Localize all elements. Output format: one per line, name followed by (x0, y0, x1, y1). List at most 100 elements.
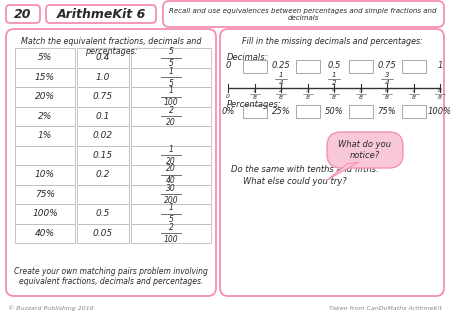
Bar (131, 184, 211, 204)
Text: 0.5: 0.5 (96, 209, 110, 218)
Text: Decimals:: Decimals: (227, 53, 269, 62)
Bar (348, 105, 373, 118)
Bar (131, 126, 211, 146)
Text: 4: 4 (332, 88, 336, 93)
Text: 1: 1 (169, 145, 173, 154)
Text: 0.2: 0.2 (96, 170, 110, 179)
Text: 200: 200 (164, 196, 178, 205)
Bar (15, 67, 75, 87)
Text: 25%: 25% (272, 107, 290, 115)
Bar (131, 204, 211, 224)
Text: Do the same with tenths and fifths.: Do the same with tenths and fifths. (231, 165, 379, 175)
Bar (15, 126, 75, 146)
Bar (77, 48, 129, 67)
Text: 1: 1 (169, 86, 173, 95)
Bar (15, 107, 75, 126)
Text: 0.5: 0.5 (327, 61, 341, 71)
Text: 0.75: 0.75 (93, 92, 113, 101)
Text: 100%: 100% (32, 209, 58, 218)
Text: 2%: 2% (38, 112, 52, 121)
Bar (15, 146, 75, 165)
Text: 5: 5 (169, 79, 173, 88)
Text: 5: 5 (169, 215, 173, 224)
Text: 0.75: 0.75 (378, 61, 396, 71)
Polygon shape (327, 162, 359, 180)
Text: 3: 3 (306, 88, 310, 93)
FancyBboxPatch shape (163, 1, 444, 27)
Bar (296, 60, 320, 73)
Text: 5: 5 (169, 47, 173, 56)
Bar (348, 60, 373, 73)
Text: 5%: 5% (38, 53, 52, 62)
Text: 30: 30 (166, 184, 176, 193)
Text: What else could you try?: What else could you try? (243, 177, 347, 186)
Text: 8: 8 (279, 95, 283, 100)
Text: 50%: 50% (324, 107, 343, 115)
Text: 8: 8 (438, 88, 442, 93)
Text: 0.02: 0.02 (93, 131, 113, 140)
Text: 2: 2 (169, 106, 173, 115)
Bar (15, 224, 75, 243)
FancyBboxPatch shape (6, 5, 40, 23)
Text: 4: 4 (279, 80, 283, 86)
Text: Fill in the missing decimals and percentages:: Fill in the missing decimals and percent… (242, 37, 423, 46)
Bar (77, 126, 129, 146)
Bar (243, 105, 266, 118)
Text: 20%: 20% (35, 92, 55, 101)
Text: 10%: 10% (35, 170, 55, 179)
Bar (243, 60, 266, 73)
Text: Percentages:: Percentages: (227, 100, 282, 109)
Bar (401, 60, 426, 73)
Bar (296, 105, 320, 118)
Text: 4: 4 (385, 80, 389, 86)
Bar (77, 224, 129, 243)
Text: 20: 20 (166, 118, 176, 127)
Bar (401, 105, 426, 118)
Text: 8: 8 (438, 95, 442, 100)
Text: 0.15: 0.15 (93, 151, 113, 160)
Text: 2: 2 (169, 223, 173, 232)
Bar (131, 107, 211, 126)
Text: ArithmeKit 6: ArithmeKit 6 (56, 8, 146, 20)
Bar (77, 87, 129, 107)
Text: 0: 0 (226, 94, 230, 99)
Bar (15, 165, 75, 184)
FancyBboxPatch shape (220, 29, 444, 296)
Text: 2: 2 (332, 80, 336, 86)
Text: 8: 8 (252, 95, 256, 100)
Text: 0.1: 0.1 (96, 112, 110, 121)
Bar (77, 184, 129, 204)
Text: What do you
notice?: What do you notice? (338, 140, 392, 160)
Text: 8: 8 (306, 95, 310, 100)
FancyBboxPatch shape (6, 29, 216, 296)
Text: 75%: 75% (378, 107, 396, 115)
Bar (77, 165, 129, 184)
Bar (131, 146, 211, 165)
FancyBboxPatch shape (327, 132, 403, 168)
Text: 1: 1 (332, 72, 336, 78)
Text: 75%: 75% (35, 190, 55, 199)
Text: 0: 0 (225, 61, 231, 71)
Bar (131, 165, 211, 184)
Text: 3: 3 (385, 72, 389, 78)
Text: 1: 1 (437, 61, 443, 71)
Text: 5: 5 (359, 88, 363, 93)
FancyBboxPatch shape (46, 5, 156, 23)
Bar (131, 224, 211, 243)
Text: 40: 40 (166, 176, 176, 185)
Bar (15, 184, 75, 204)
Text: 2: 2 (279, 88, 283, 93)
Text: 6: 6 (385, 88, 389, 93)
Text: 0.05: 0.05 (93, 229, 113, 238)
Bar (131, 67, 211, 87)
Bar (131, 48, 211, 67)
Text: 1.0: 1.0 (96, 73, 110, 82)
Text: 0.4: 0.4 (96, 53, 110, 62)
Text: 100: 100 (164, 235, 178, 244)
Text: 1%: 1% (38, 131, 52, 140)
Text: 8: 8 (385, 95, 389, 100)
Text: 100: 100 (164, 98, 178, 107)
Text: 8: 8 (332, 95, 336, 100)
Text: 8: 8 (359, 95, 363, 100)
Text: Taken from CanDoMaths ArithmeKit: Taken from CanDoMaths ArithmeKit (329, 306, 442, 310)
